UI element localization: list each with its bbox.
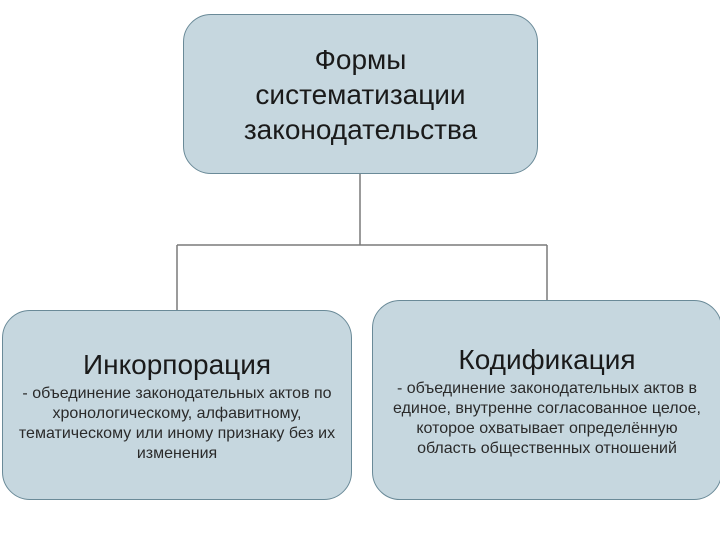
right-node: Кодификация - объединение законодательны… <box>372 300 720 500</box>
root-title: Формысистематизациизаконодательства <box>244 42 477 147</box>
left-desc: - объединение законодательных актов по х… <box>17 384 337 464</box>
root-node: Формысистематизациизаконодательства <box>183 14 538 174</box>
left-title: Инкорпорация <box>83 347 271 382</box>
right-desc: - объединение законодательных актов в ед… <box>387 379 707 459</box>
right-title: Кодификация <box>458 342 635 377</box>
left-node: Инкорпорация - объединение законодательн… <box>2 310 352 500</box>
